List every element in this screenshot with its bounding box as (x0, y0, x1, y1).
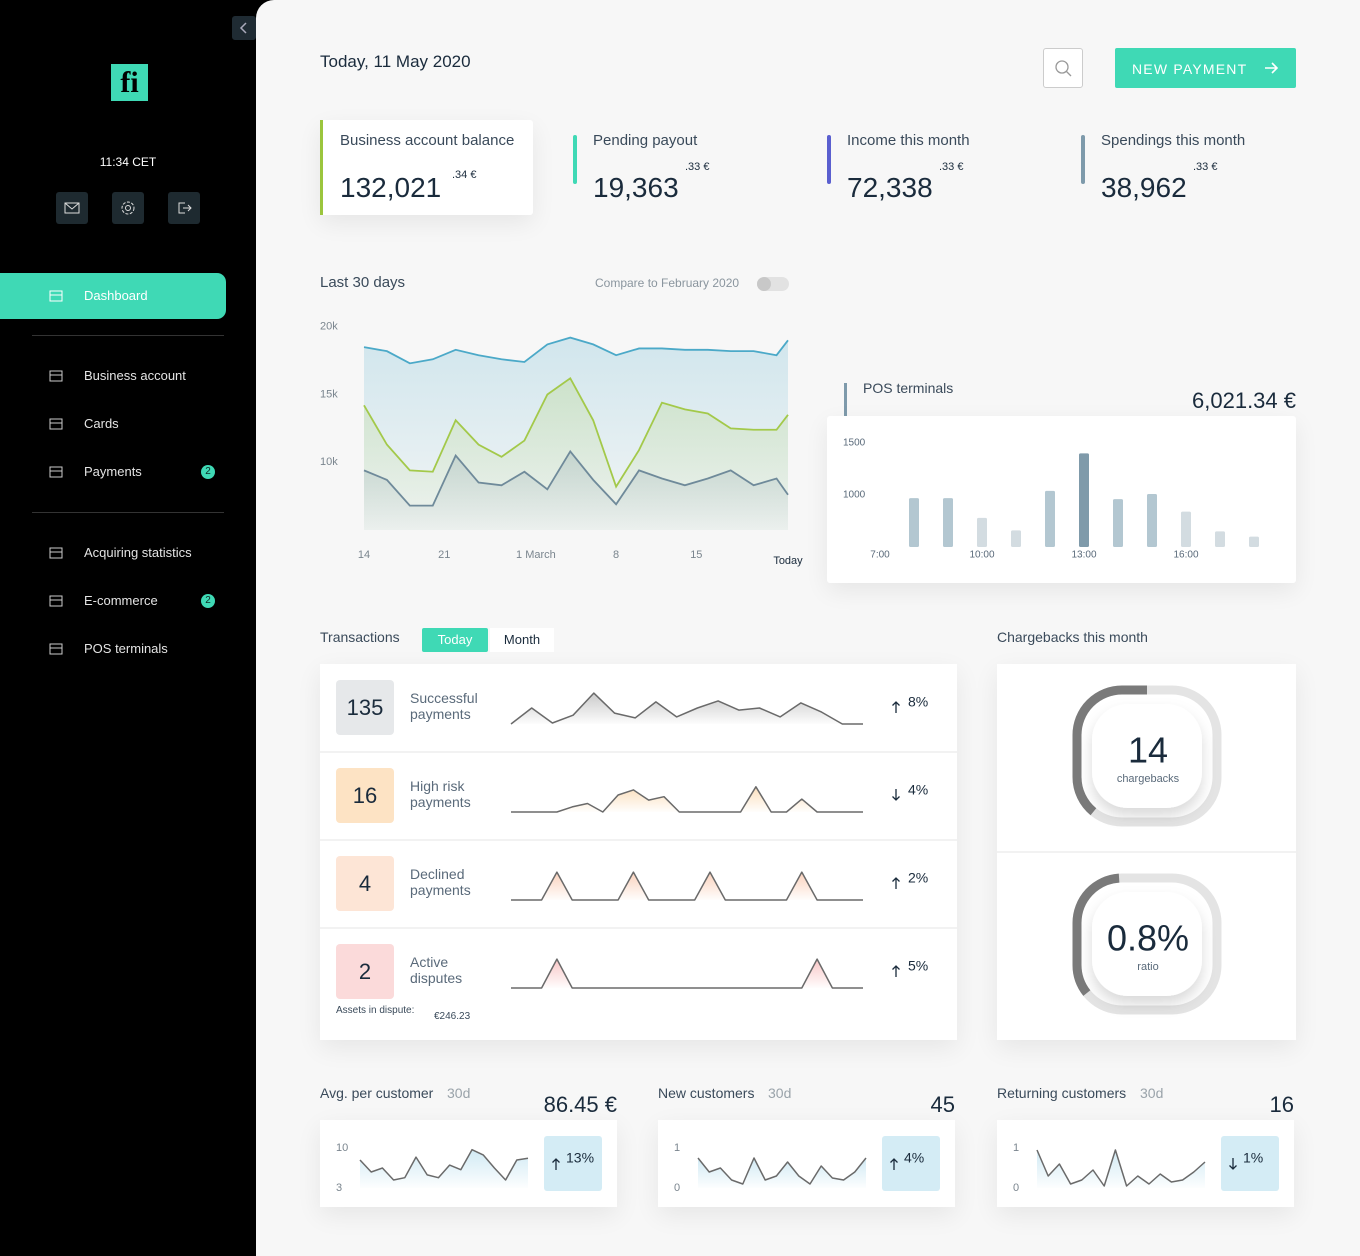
nav-label: Cards (84, 416, 119, 431)
metric-title: New customers (658, 1085, 755, 1101)
metric-title: Avg. per customer (320, 1085, 434, 1101)
count-box: 4 (336, 856, 394, 911)
count-box: 135 (336, 680, 394, 735)
nav-item[interactable]: Dashboard (0, 273, 226, 319)
metric-card (997, 1120, 1294, 1207)
kpi-label: Income this month (847, 132, 970, 149)
kpi-value: 19,363 (593, 172, 679, 203)
pos-card (827, 416, 1296, 583)
settings-button[interactable] (112, 192, 144, 224)
pos-accent (844, 383, 847, 430)
nav-item[interactable]: E-commerce 2 (0, 578, 226, 624)
nav-item[interactable]: Business account (0, 353, 226, 399)
pos-total: 6,021.34 € (1192, 388, 1296, 413)
nav-item[interactable]: Payments 2 (0, 449, 226, 495)
nav-label: Acquiring statistics (84, 545, 192, 560)
chart-title: Last 30 days (320, 274, 406, 291)
kpi-cents: .33 € (685, 161, 710, 173)
nav-label: POS terminals (84, 641, 168, 656)
date: Today, 11 May 2020 (320, 52, 471, 71)
row-label: Active disputes (410, 954, 463, 986)
compare-toggle[interactable] (757, 277, 789, 291)
metric-title: Returning customers (997, 1085, 1127, 1101)
chargebacks-title: Chargebacks this month (997, 629, 1148, 645)
nav-label: Business account (84, 368, 186, 383)
row-label: High risk payments (410, 778, 471, 810)
kpi-label: Business account balance (340, 132, 515, 149)
kpi-cents: .33 € (1193, 161, 1218, 173)
compare-label: Compare to February 2020 (595, 276, 740, 290)
metric-period: 30d (447, 1085, 471, 1101)
kpi-accent (573, 135, 577, 184)
nav-label: Dashboard (84, 288, 148, 303)
count-box: 16 (336, 768, 394, 823)
pos-title: POS terminals (863, 380, 954, 396)
metric-card (658, 1120, 955, 1207)
nav-item[interactable]: POS terminals (0, 626, 226, 672)
balance-card (320, 120, 533, 215)
kpi-value: 132,021 (340, 172, 442, 203)
kpi-accent (320, 120, 323, 215)
new-payment-button[interactable]: NEW PAYMENT (1115, 48, 1296, 88)
nav-badge: 2 (201, 594, 215, 608)
kpi-value: 38,962 (1101, 172, 1187, 203)
logo: fi (111, 64, 148, 101)
metric-period: 30d (768, 1085, 792, 1101)
nav-label: Payments (84, 464, 142, 479)
divider (32, 335, 224, 336)
kpi-cents: .33 € (939, 161, 964, 173)
mail-button[interactable] (56, 192, 88, 224)
kpi-cents: .34 € (452, 169, 477, 181)
nav-item[interactable]: Acquiring statistics (0, 530, 226, 576)
assets-label: Assets in dispute: (336, 1005, 415, 1016)
tab-month[interactable]: Month (490, 628, 554, 652)
metric-card (320, 1120, 617, 1207)
nav-label: E-commerce (84, 593, 158, 608)
transactions-title: Transactions (320, 629, 400, 645)
button-label: NEW PAYMENT (1132, 61, 1248, 77)
tab-today[interactable]: Today (422, 628, 488, 652)
kpi-accent (1081, 135, 1085, 184)
chargebacks-card (997, 664, 1296, 1040)
kpi-label: Spendings this month (1101, 132, 1246, 149)
clock: 11:34 CET (99, 155, 157, 169)
metric-value: 16 (1269, 1092, 1294, 1117)
assets-value: €246.23 (434, 1011, 471, 1022)
metric-value: 45 (930, 1092, 955, 1117)
divider (32, 512, 224, 513)
kpi-label: Pending payout (593, 132, 698, 149)
collapse-button[interactable] (232, 16, 256, 40)
search-button[interactable] (1043, 48, 1083, 88)
logout-button[interactable] (168, 192, 200, 224)
row-label: Successful payments (410, 690, 478, 722)
row-label: Declined payments (410, 866, 471, 898)
metric-period: 30d (1140, 1085, 1164, 1101)
count-box: 2 (336, 944, 394, 999)
kpi-accent (827, 135, 831, 184)
nav-badge: 2 (201, 465, 215, 479)
kpi-value: 72,338 (847, 172, 933, 203)
metric-value: 86.45 € (543, 1092, 617, 1117)
nav-item[interactable]: Cards (0, 401, 226, 447)
